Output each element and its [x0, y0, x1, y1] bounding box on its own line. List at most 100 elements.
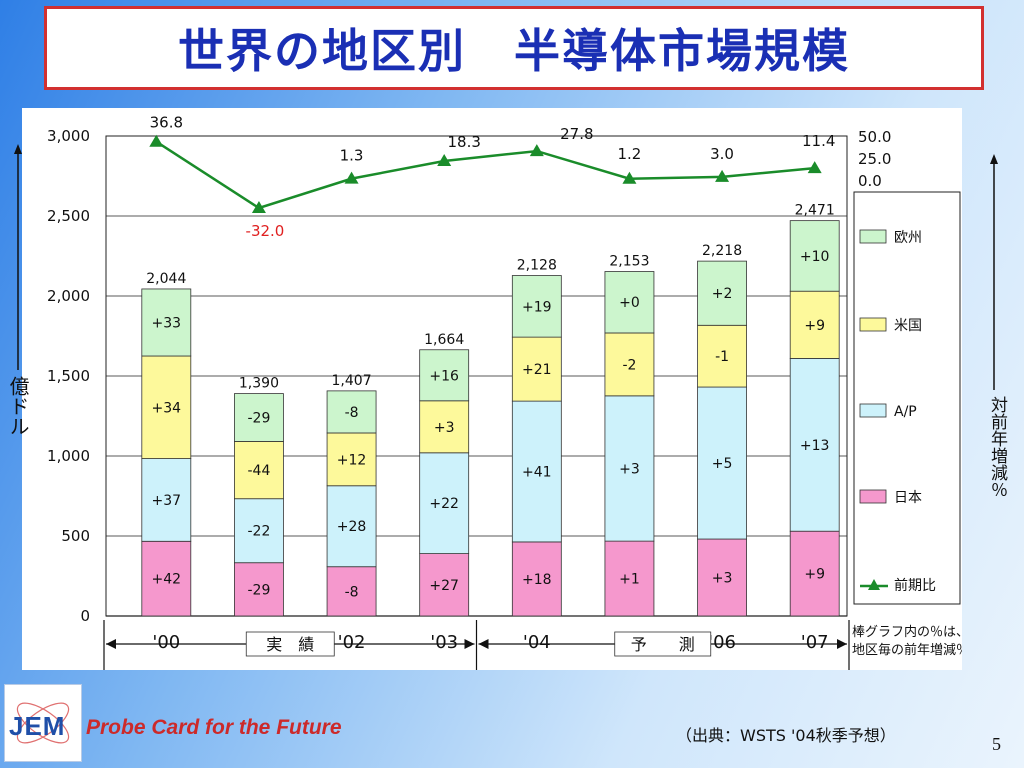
bar-segment-label: -8	[345, 405, 359, 421]
bar-segment-label: +21	[522, 362, 552, 378]
bar-total-label: 2,044	[146, 271, 186, 287]
bar-segment-label: +28	[337, 519, 367, 535]
brand-slogan: Probe Card for the Future	[86, 716, 342, 739]
growth-label: 3.0	[710, 145, 734, 163]
bar-segment-label: +3	[712, 571, 733, 587]
period-arrow-head	[464, 639, 475, 649]
legend-box	[853, 191, 961, 605]
period-arrow-head	[106, 639, 116, 649]
bar-total-label: 2,218	[702, 243, 742, 259]
bar-segment-label: +9	[804, 318, 825, 334]
bar-segment-us	[697, 324, 747, 388]
bar-segment-us	[326, 432, 377, 487]
x-tick-label: '04	[523, 632, 551, 653]
chart-panel: 0 500 1,000 1,500 2,000 2,500 3,000 +42 +37 +34 +3…	[22, 108, 969, 672]
bar-segment-label: +41	[522, 465, 552, 481]
y-tick-label: 500	[61, 527, 90, 545]
bar-total-label: 2,471	[795, 203, 835, 219]
y-axis-label: 億ドル	[6, 376, 30, 436]
legend-item-ap-label: A/P	[894, 404, 917, 420]
bar-segment-label: +22	[429, 496, 459, 512]
bar-segment-europe	[789, 220, 840, 292]
bar-segment-us	[604, 332, 655, 397]
growth-marker	[715, 169, 730, 182]
bar-segment-ap	[234, 498, 284, 564]
bar-segment-europe	[141, 288, 192, 357]
page-title: 世界の地区別 半導体市場規模	[178, 24, 850, 78]
legend-item-growth-label: 前期比	[894, 577, 936, 594]
growth-marker	[807, 161, 822, 174]
growth-label: 11.4	[802, 132, 835, 150]
bar-segment-label: +1	[619, 572, 640, 588]
y2-axis-arrow	[990, 154, 998, 390]
growth-marker	[437, 153, 452, 166]
growth-label: 27.8	[560, 125, 593, 143]
market-chart: 0 500 1,000 1,500 2,000 2,500 3,000 +42 +37 +34 +3…	[47, 114, 969, 672]
jem-logo: JEM	[4, 684, 82, 762]
bar-segment-label: +5	[712, 456, 733, 472]
legend-note-line: 棒グラフ内の％は、	[852, 624, 962, 640]
bar-segment-japan	[419, 553, 470, 617]
legend-item-japan-label: 日本	[894, 490, 922, 506]
period-actual-label: 実 績	[266, 635, 314, 654]
bar-segment-japan	[511, 541, 562, 617]
bar-segment-label: +37	[152, 493, 182, 509]
bar-segment-label: +2	[712, 286, 733, 302]
period-forecast-label: 予 測	[631, 635, 695, 654]
bar-segment-ap	[789, 357, 840, 532]
bar-segment-ap	[326, 485, 377, 568]
x-tick-label: '00	[152, 632, 180, 653]
jem-logo-orbit	[16, 702, 70, 744]
y-tick-label: 2,000	[47, 287, 90, 305]
y2-axis-label: 対前年増減％	[987, 396, 1007, 498]
bar-segment-japan	[789, 530, 840, 617]
legend-item-growth-marker	[868, 579, 880, 590]
y-tick-label: 0	[80, 607, 90, 625]
bar-segment-europe	[511, 275, 562, 338]
bar-segment-us	[789, 290, 840, 359]
x-tick-label: '03	[430, 632, 458, 653]
bar-segment-label: +27	[429, 578, 459, 594]
bar-segment-label: +13	[800, 438, 830, 454]
bar-segment-label: -29	[248, 582, 271, 598]
bar-segment-ap	[697, 386, 747, 540]
y-tick-label: 1,500	[47, 367, 90, 385]
legend-item-us-swatch	[859, 317, 887, 332]
bar-segment-label: -2	[622, 357, 636, 373]
y2-tick-label: 25.0	[858, 150, 891, 168]
growth-marker	[251, 201, 266, 213]
bar-segment-europe	[419, 349, 470, 402]
bar-segment-europe	[326, 390, 377, 434]
y2-tick-label: 0.0	[858, 172, 882, 190]
legend-item-europe-swatch	[859, 229, 887, 244]
bar-segment-label: +33	[152, 315, 182, 331]
bar-segment-label: -29	[248, 411, 271, 427]
bar-segment-label: +3	[619, 461, 640, 477]
bar-segment-label: +10	[800, 249, 830, 265]
period-arrow-head	[837, 639, 847, 649]
growth-marker	[529, 144, 544, 157]
bar-segment-label: -22	[248, 524, 271, 540]
period-actual-box	[245, 631, 335, 657]
bar-segment-label: +3	[434, 420, 455, 436]
y-tick-label: 3,000	[47, 127, 90, 145]
bar-segment-label: -8	[345, 584, 359, 600]
bar-segment-label: +12	[337, 452, 367, 468]
growth-label: 36.8	[150, 114, 183, 132]
bar-total-label: 1,664	[424, 332, 464, 348]
y-tick-label: 1,000	[47, 447, 90, 465]
bar-total-label: 2,153	[609, 254, 649, 270]
bar-segment-label: +42	[152, 572, 182, 588]
bar-total-label: 1,390	[239, 376, 279, 392]
bar-segment-japan	[234, 562, 284, 617]
bar-segment-label: +34	[152, 400, 182, 416]
bar-segment-ap	[604, 395, 655, 542]
y2-tick-label: 50.0	[858, 128, 891, 146]
growth-marker	[622, 171, 637, 184]
legend-note-line: 地区毎の前年増減％	[852, 642, 962, 658]
bar-segment-label: +18	[522, 572, 552, 588]
growth-label: -32.0	[246, 222, 285, 240]
bar-segment-japan	[604, 540, 655, 617]
period-forecast-box	[614, 631, 712, 657]
bar-segment-europe	[604, 271, 655, 334]
